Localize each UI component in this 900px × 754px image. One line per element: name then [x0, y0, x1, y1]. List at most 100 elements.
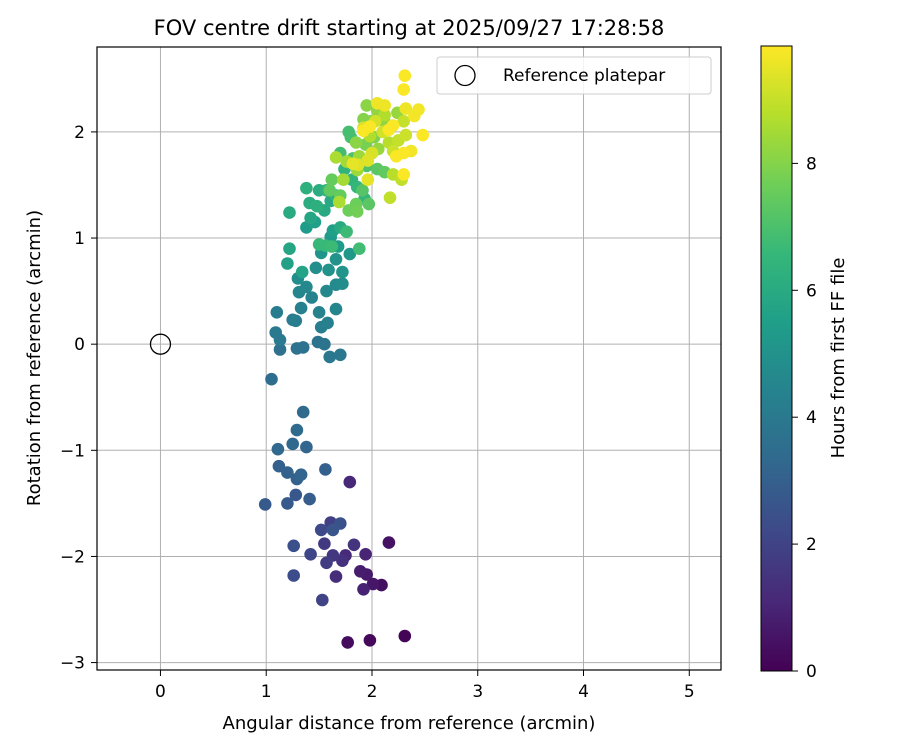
legend-label: Reference platepar	[503, 66, 665, 86]
data-point	[281, 257, 294, 270]
data-point	[323, 350, 337, 364]
y-axis-label: Rotation from reference (arcmin)	[24, 210, 45, 506]
data-point	[265, 372, 278, 386]
data-point	[343, 475, 357, 489]
data-point	[383, 191, 397, 204]
y-axis-ticks: −3 −2 −1 0 1 2	[60, 123, 97, 674]
data-point	[289, 314, 303, 328]
colorbar: 0 2 4 6 8 Hours from first FF file	[760, 45, 849, 682]
data-point	[289, 488, 303, 502]
data-point	[323, 184, 337, 197]
y-tick-label: 0	[74, 335, 85, 355]
legend: Reference platepar	[436, 56, 712, 95]
data-point	[416, 128, 430, 142]
data-point	[361, 173, 375, 186]
colorbar-tick-label: 8	[806, 154, 817, 174]
data-point	[286, 437, 300, 451]
y-tick-label: −2	[60, 547, 85, 567]
data-point	[346, 157, 360, 170]
data-point	[270, 306, 284, 319]
data-point	[341, 636, 355, 649]
data-point	[363, 634, 377, 647]
chart-title: FOV centre drift starting at 2025/09/27 …	[154, 16, 665, 40]
data-point	[390, 150, 403, 163]
data-point	[283, 206, 296, 219]
data-point	[287, 539, 301, 553]
data-point	[273, 343, 287, 356]
data-point	[296, 341, 310, 354]
data-point	[329, 252, 343, 266]
data-point	[318, 537, 331, 550]
data-point	[300, 181, 313, 195]
data-point	[412, 103, 425, 116]
data-point	[309, 261, 323, 275]
data-point	[320, 284, 333, 298]
data-point	[398, 69, 412, 82]
x-tick-label: 5	[684, 682, 695, 702]
data-point	[303, 492, 316, 506]
data-point	[325, 173, 339, 186]
plot-frame	[96, 46, 722, 671]
data-point	[319, 463, 332, 476]
data-point	[356, 184, 369, 197]
colorbar-label: Hours from first FF file	[828, 258, 849, 459]
data-point	[300, 280, 313, 294]
data-point	[378, 108, 392, 122]
data-point	[296, 405, 310, 419]
data-point	[399, 128, 413, 142]
reference-platepar-marker	[149, 333, 172, 355]
data-points	[149, 69, 430, 649]
data-point	[347, 538, 361, 552]
data-point	[342, 125, 356, 139]
data-point	[334, 348, 347, 362]
data-point	[332, 195, 346, 209]
data-point	[325, 240, 339, 253]
data-point	[349, 136, 363, 149]
data-point	[281, 466, 294, 479]
data-point	[314, 523, 328, 537]
data-point	[312, 306, 326, 319]
data-point	[283, 242, 296, 255]
data-point	[321, 316, 334, 330]
data-point	[397, 83, 411, 96]
data-point	[310, 199, 324, 213]
y-tick-label: 2	[74, 123, 85, 143]
data-point	[336, 277, 349, 291]
data-point	[397, 168, 411, 181]
data-point	[311, 335, 325, 349]
data-point	[273, 333, 287, 347]
data-point	[290, 423, 304, 437]
legend-marker-reference	[454, 64, 476, 87]
data-point	[329, 151, 343, 164]
data-point	[399, 102, 413, 115]
data-point	[322, 263, 335, 277]
y-tick-label: −3	[60, 654, 85, 674]
x-tick-label: 3	[472, 682, 483, 702]
y-tick-label: −1	[60, 441, 85, 461]
colorbar-tick-label: 6	[806, 281, 817, 301]
data-point	[300, 440, 313, 454]
data-point	[336, 265, 349, 279]
data-point	[287, 569, 301, 582]
legend-box	[436, 56, 712, 95]
data-point	[316, 593, 329, 607]
data-point	[304, 548, 317, 561]
data-point	[305, 291, 319, 304]
data-point	[281, 497, 294, 510]
data-point	[326, 523, 340, 537]
colorbar-gradient	[760, 45, 793, 672]
data-point	[354, 565, 367, 578]
x-tick-label: 2	[367, 682, 378, 702]
x-tick-label: 0	[155, 682, 166, 702]
data-point	[359, 548, 372, 561]
data-point	[337, 173, 350, 186]
data-point	[329, 570, 343, 583]
data-point	[350, 205, 364, 218]
x-tick-label: 4	[578, 682, 589, 702]
data-point	[294, 301, 308, 315]
data-point	[366, 577, 380, 591]
data-point	[294, 468, 308, 482]
colorbar-tick-label: 4	[806, 408, 817, 428]
